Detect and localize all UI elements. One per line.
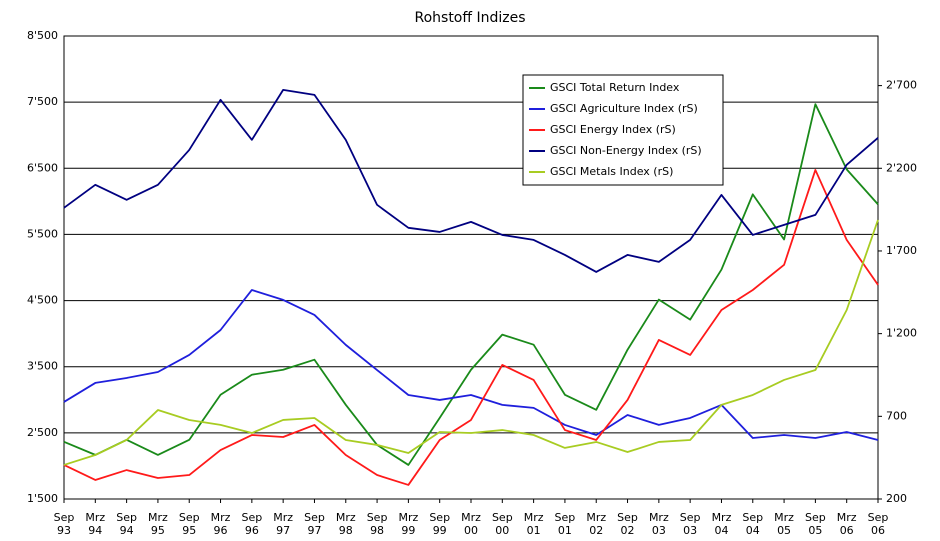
x-tick-label: 98	[370, 524, 384, 537]
x-tick-label: Sep	[680, 511, 701, 524]
x-tick-label: Mrz	[85, 511, 105, 524]
x-tick-label: Mrz	[211, 511, 231, 524]
x-tick-label: Sep	[492, 511, 513, 524]
x-tick-label: Sep	[868, 511, 889, 524]
legend-label: GSCI Metals Index (rS)	[550, 165, 673, 178]
y2-tick-label: 2'200	[886, 161, 917, 174]
y-tick-label: 1'500	[27, 492, 58, 505]
x-tick-label: 95	[182, 524, 196, 537]
legend-label: GSCI Non-Energy Index (rS)	[550, 144, 702, 157]
x-tick-label: 99	[433, 524, 447, 537]
series-line	[63, 219, 879, 466]
x-tick-label: 98	[339, 524, 353, 537]
series-line	[63, 89, 879, 273]
y2-tick-label: 2'700	[886, 79, 917, 92]
legend-label: GSCI Energy Index (rS)	[550, 123, 676, 136]
x-tick-label: Mrz	[273, 511, 293, 524]
x-tick-label: Sep	[555, 511, 576, 524]
x-tick-label: Mrz	[336, 511, 356, 524]
x-tick-label: Sep	[805, 511, 826, 524]
series-line	[63, 289, 879, 441]
x-tick-label: 06	[840, 524, 854, 537]
x-tick-label: 00	[464, 524, 478, 537]
x-tick-label: Mrz	[649, 511, 669, 524]
x-tick-label: 03	[652, 524, 666, 537]
x-tick-label: 00	[495, 524, 509, 537]
x-tick-label: Sep	[304, 511, 325, 524]
x-tick-label: 96	[214, 524, 228, 537]
x-tick-label: 04	[746, 524, 760, 537]
x-tick-label: Mrz	[398, 511, 418, 524]
x-tick-label: 97	[307, 524, 321, 537]
y2-tick-label: 1'200	[886, 327, 917, 340]
series-line	[63, 169, 879, 486]
y-tick-label: 5'500	[27, 227, 58, 240]
x-tick-label: 94	[88, 524, 102, 537]
legend-label: GSCI Agriculture Index (rS)	[550, 102, 698, 115]
x-tick-label: 94	[120, 524, 134, 537]
series-line	[63, 103, 879, 466]
x-tick-label: 05	[808, 524, 822, 537]
x-tick-label: Sep	[54, 511, 75, 524]
legend-box	[522, 74, 724, 186]
y2-tick-label: 700	[886, 409, 907, 422]
y-tick-label: 7'500	[27, 95, 58, 108]
x-tick-label: Sep	[429, 511, 450, 524]
x-tick-label: Mrz	[524, 511, 544, 524]
y-tick-label: 2'500	[27, 426, 58, 439]
x-tick-label: Sep	[116, 511, 137, 524]
x-tick-label: 03	[683, 524, 697, 537]
x-tick-label: Sep	[742, 511, 763, 524]
x-tick-label: Mrz	[586, 511, 606, 524]
x-tick-label: Mrz	[837, 511, 857, 524]
x-tick-label: 96	[245, 524, 259, 537]
x-tick-label: Sep	[179, 511, 200, 524]
x-tick-label: 01	[558, 524, 572, 537]
y2-tick-label: 1'700	[886, 244, 917, 257]
legend-label: GSCI Total Return Index	[550, 81, 680, 94]
y-tick-label: 4'500	[27, 294, 58, 307]
y2-tick-label: 200	[886, 492, 907, 505]
x-tick-label: 04	[714, 524, 728, 537]
y-tick-label: 3'500	[27, 360, 58, 373]
x-tick-label: 02	[621, 524, 635, 537]
x-tick-label: 93	[57, 524, 71, 537]
x-tick-label: 99	[401, 524, 415, 537]
y-tick-label: 8'500	[27, 29, 58, 42]
chart-title: Rohstoff Indizes	[414, 10, 525, 26]
x-tick-label: 95	[151, 524, 165, 537]
x-tick-label: Sep	[367, 511, 388, 524]
x-tick-label: Mrz	[148, 511, 168, 524]
y-tick-label: 6'500	[27, 161, 58, 174]
x-tick-label: 06	[871, 524, 885, 537]
x-tick-label: 01	[527, 524, 541, 537]
x-tick-label: Sep	[617, 511, 638, 524]
x-tick-label: Mrz	[461, 511, 481, 524]
x-tick-label: Sep	[241, 511, 262, 524]
x-tick-label: Mrz	[712, 511, 732, 524]
x-tick-label: 05	[777, 524, 791, 537]
plot-frame	[63, 35, 879, 500]
x-tick-label: Mrz	[774, 511, 794, 524]
x-tick-label: 97	[276, 524, 290, 537]
x-tick-label: 02	[589, 524, 603, 537]
